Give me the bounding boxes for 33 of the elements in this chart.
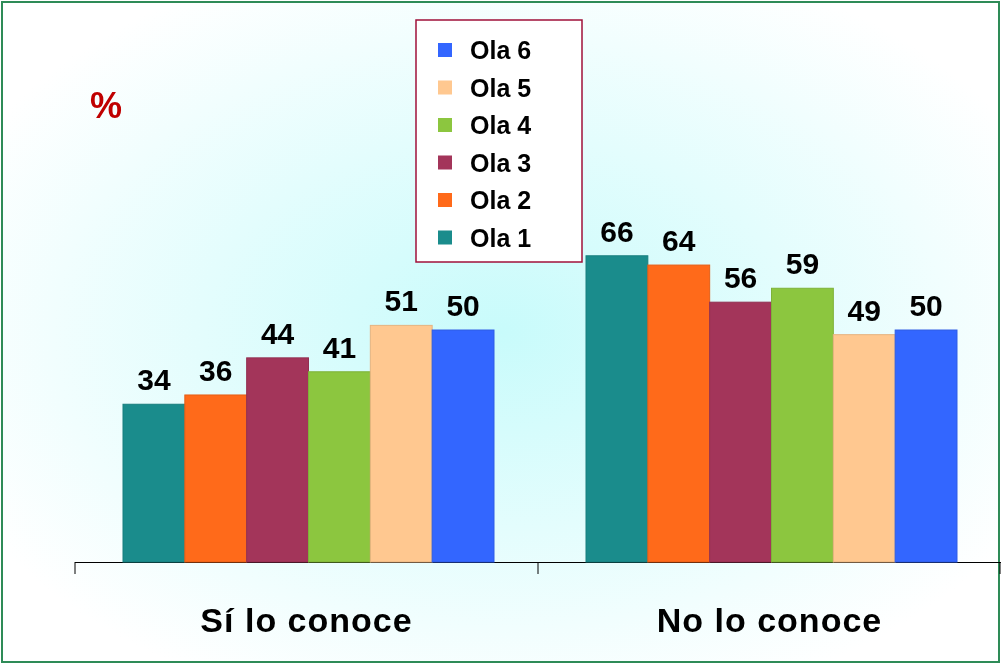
data-label: 49 bbox=[847, 293, 881, 327]
legend-label: Ola 5 bbox=[470, 73, 532, 102]
x-tick-label: No lo conoce bbox=[656, 601, 883, 639]
data-label: 59 bbox=[785, 247, 820, 281]
bar bbox=[771, 287, 834, 563]
legend-label: Ola 6 bbox=[470, 36, 532, 64]
bar bbox=[585, 255, 649, 563]
bar bbox=[832, 334, 896, 563]
bar bbox=[246, 357, 309, 563]
bar bbox=[369, 324, 433, 563]
x-tick-label: Sí lo conoce bbox=[200, 601, 413, 639]
data-label: 66 bbox=[600, 214, 634, 248]
legend-label: Ola 1 bbox=[470, 223, 532, 252]
bar bbox=[431, 329, 495, 563]
data-label: 34 bbox=[137, 363, 171, 397]
data-label: 64 bbox=[662, 224, 696, 258]
data-label: 50 bbox=[446, 289, 480, 323]
bar bbox=[184, 394, 248, 563]
data-label: 41 bbox=[322, 330, 357, 364]
bar bbox=[122, 403, 186, 563]
bar bbox=[709, 301, 772, 563]
data-label: 36 bbox=[199, 353, 233, 387]
bar bbox=[894, 329, 958, 563]
data-label: 56 bbox=[723, 261, 758, 295]
legend-label: Ola 2 bbox=[470, 186, 532, 214]
data-label: 44 bbox=[260, 316, 295, 350]
bar bbox=[308, 371, 371, 563]
data-label: 51 bbox=[384, 284, 418, 318]
legend-label: Ola 3 bbox=[470, 148, 532, 177]
bar bbox=[647, 264, 711, 563]
y-axis-title: % bbox=[90, 85, 123, 126]
data-label: 50 bbox=[909, 289, 943, 323]
legend-label: Ola 4 bbox=[470, 111, 532, 139]
